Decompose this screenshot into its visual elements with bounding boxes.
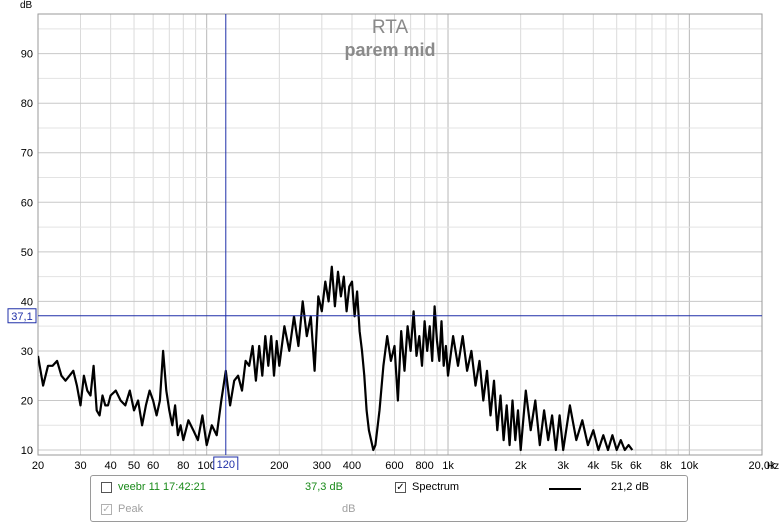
- spectrum-label: Spectrum: [412, 481, 460, 493]
- plot-area: [38, 14, 762, 455]
- y-axis-unit-label: dB: [20, 0, 33, 11]
- x-tick-label: 2k: [515, 460, 527, 470]
- x-tick-label: 30: [74, 460, 86, 470]
- cursor-x-label: 120: [217, 459, 235, 470]
- chart-svg[interactable]: dB 10 20 30 40 50 60 70 80 90 20 30 40 50 60 80 100 200 30…: [0, 0, 780, 472]
- cursor-y-label-box: [7, 308, 37, 324]
- spectrum-line-sample: [549, 488, 581, 490]
- peak-value: dB: [342, 503, 356, 515]
- measurement-timestamp: veebr 11 17:42:21: [118, 481, 206, 493]
- y-tick-label: 80: [21, 98, 33, 110]
- x-tick-label: 6k: [630, 460, 642, 470]
- rta-chart[interactable]: dB 10 20 30 40 50 60 70 80 90 20 30 40 50 60 80 100 200 30…: [0, 0, 780, 472]
- chart-title: RTA: [372, 17, 409, 38]
- spectrum-checkbox[interactable]: ✓: [395, 482, 406, 493]
- x-tick-label: 3k: [557, 460, 569, 470]
- x-tick-label: 60: [147, 460, 159, 470]
- x-tick-label: 50: [128, 460, 140, 470]
- y-tick-label: 40: [21, 296, 33, 308]
- series-line-spectrum: [38, 265, 634, 452]
- legend-panel: veebr 11 17:42:21 37,3 dB ✓ Spectrum 21,…: [90, 475, 688, 522]
- x-tick-label: 10k: [680, 460, 698, 470]
- x-axis-unit-label: Hz: [767, 461, 779, 470]
- x-tick-label: 800: [415, 460, 433, 470]
- y-tick-label: 30: [21, 346, 33, 358]
- y-tick-label: 20: [21, 395, 33, 407]
- spectrum-value: 21,2 dB: [611, 481, 649, 493]
- x-tick-label: 40: [105, 460, 117, 470]
- x-tick-label: 80: [177, 460, 189, 470]
- y-tick-label: 10: [21, 445, 33, 457]
- peak-checkbox[interactable]: ✓: [101, 504, 112, 515]
- x-tick-label: 5k: [611, 460, 623, 470]
- x-tick-label: 4k: [588, 460, 600, 470]
- x-tick-label: 100: [198, 460, 216, 470]
- x-tick-label: 200: [270, 460, 288, 470]
- x-tick-label: 600: [385, 460, 403, 470]
- legend-row-measurement: veebr 11 17:42:21 37,3 dB ✓ Spectrum 21,…: [91, 479, 687, 499]
- x-tick-label: 1k: [442, 460, 454, 470]
- peak-label: Peak: [118, 503, 144, 515]
- measurement-checkbox[interactable]: [101, 482, 112, 493]
- cursor-y-label: 37,1: [11, 311, 32, 323]
- y-tick-label: 70: [21, 148, 33, 160]
- x-tick-label: 8k: [660, 460, 672, 470]
- x-tick-label: 300: [313, 460, 331, 470]
- y-tick-label: 50: [21, 247, 33, 259]
- y-tick-label: 60: [21, 197, 33, 209]
- legend-row-peak: ✓ Peak dB: [91, 501, 687, 521]
- x-tick-label: 400: [343, 460, 361, 470]
- chart-subtitle: parem mid: [344, 40, 435, 60]
- y-tick-label: 90: [21, 49, 33, 61]
- x-tick-label: 20,0k: [749, 460, 776, 470]
- measurement-value: 37,3 dB: [305, 481, 343, 493]
- x-tick-label: 20: [32, 460, 44, 470]
- plot-border: [37, 13, 763, 456]
